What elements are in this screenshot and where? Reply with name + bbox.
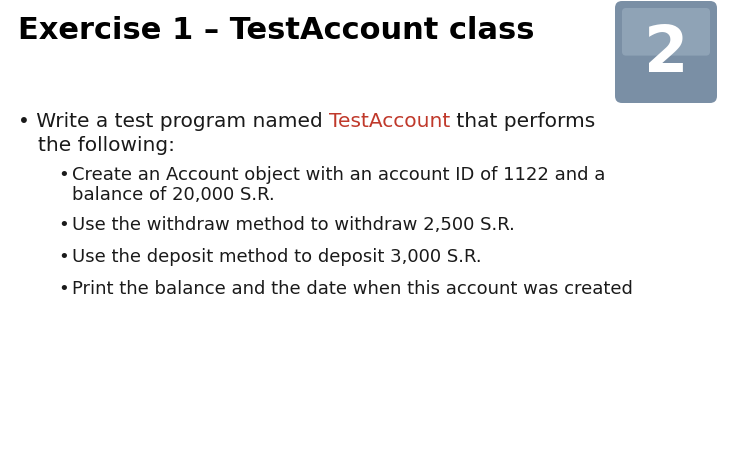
Text: Use the deposit method to deposit 3,000 S.R.: Use the deposit method to deposit 3,000 … (72, 248, 482, 266)
Text: •: • (58, 280, 69, 298)
Text: the following:: the following: (38, 136, 175, 155)
Text: • Write a test program named: • Write a test program named (18, 112, 329, 131)
Text: Use the withdraw method to withdraw 2,500 S.R.: Use the withdraw method to withdraw 2,50… (72, 216, 515, 234)
Text: that performs: that performs (450, 112, 596, 131)
Text: •: • (58, 216, 69, 234)
Text: Create an Account object with an account ID of 1122 and a: Create an Account object with an account… (72, 166, 605, 184)
Text: Exercise 1 – TestAccount class: Exercise 1 – TestAccount class (18, 16, 534, 45)
FancyBboxPatch shape (615, 1, 717, 103)
Text: balance of 20,000 S.R.: balance of 20,000 S.R. (72, 186, 274, 204)
Text: •: • (58, 248, 69, 266)
FancyBboxPatch shape (622, 8, 710, 56)
Text: Print the balance and the date when this account was created: Print the balance and the date when this… (72, 280, 633, 298)
Text: 2: 2 (644, 23, 688, 85)
Text: •: • (58, 166, 69, 184)
Text: TestAccount: TestAccount (329, 112, 450, 131)
